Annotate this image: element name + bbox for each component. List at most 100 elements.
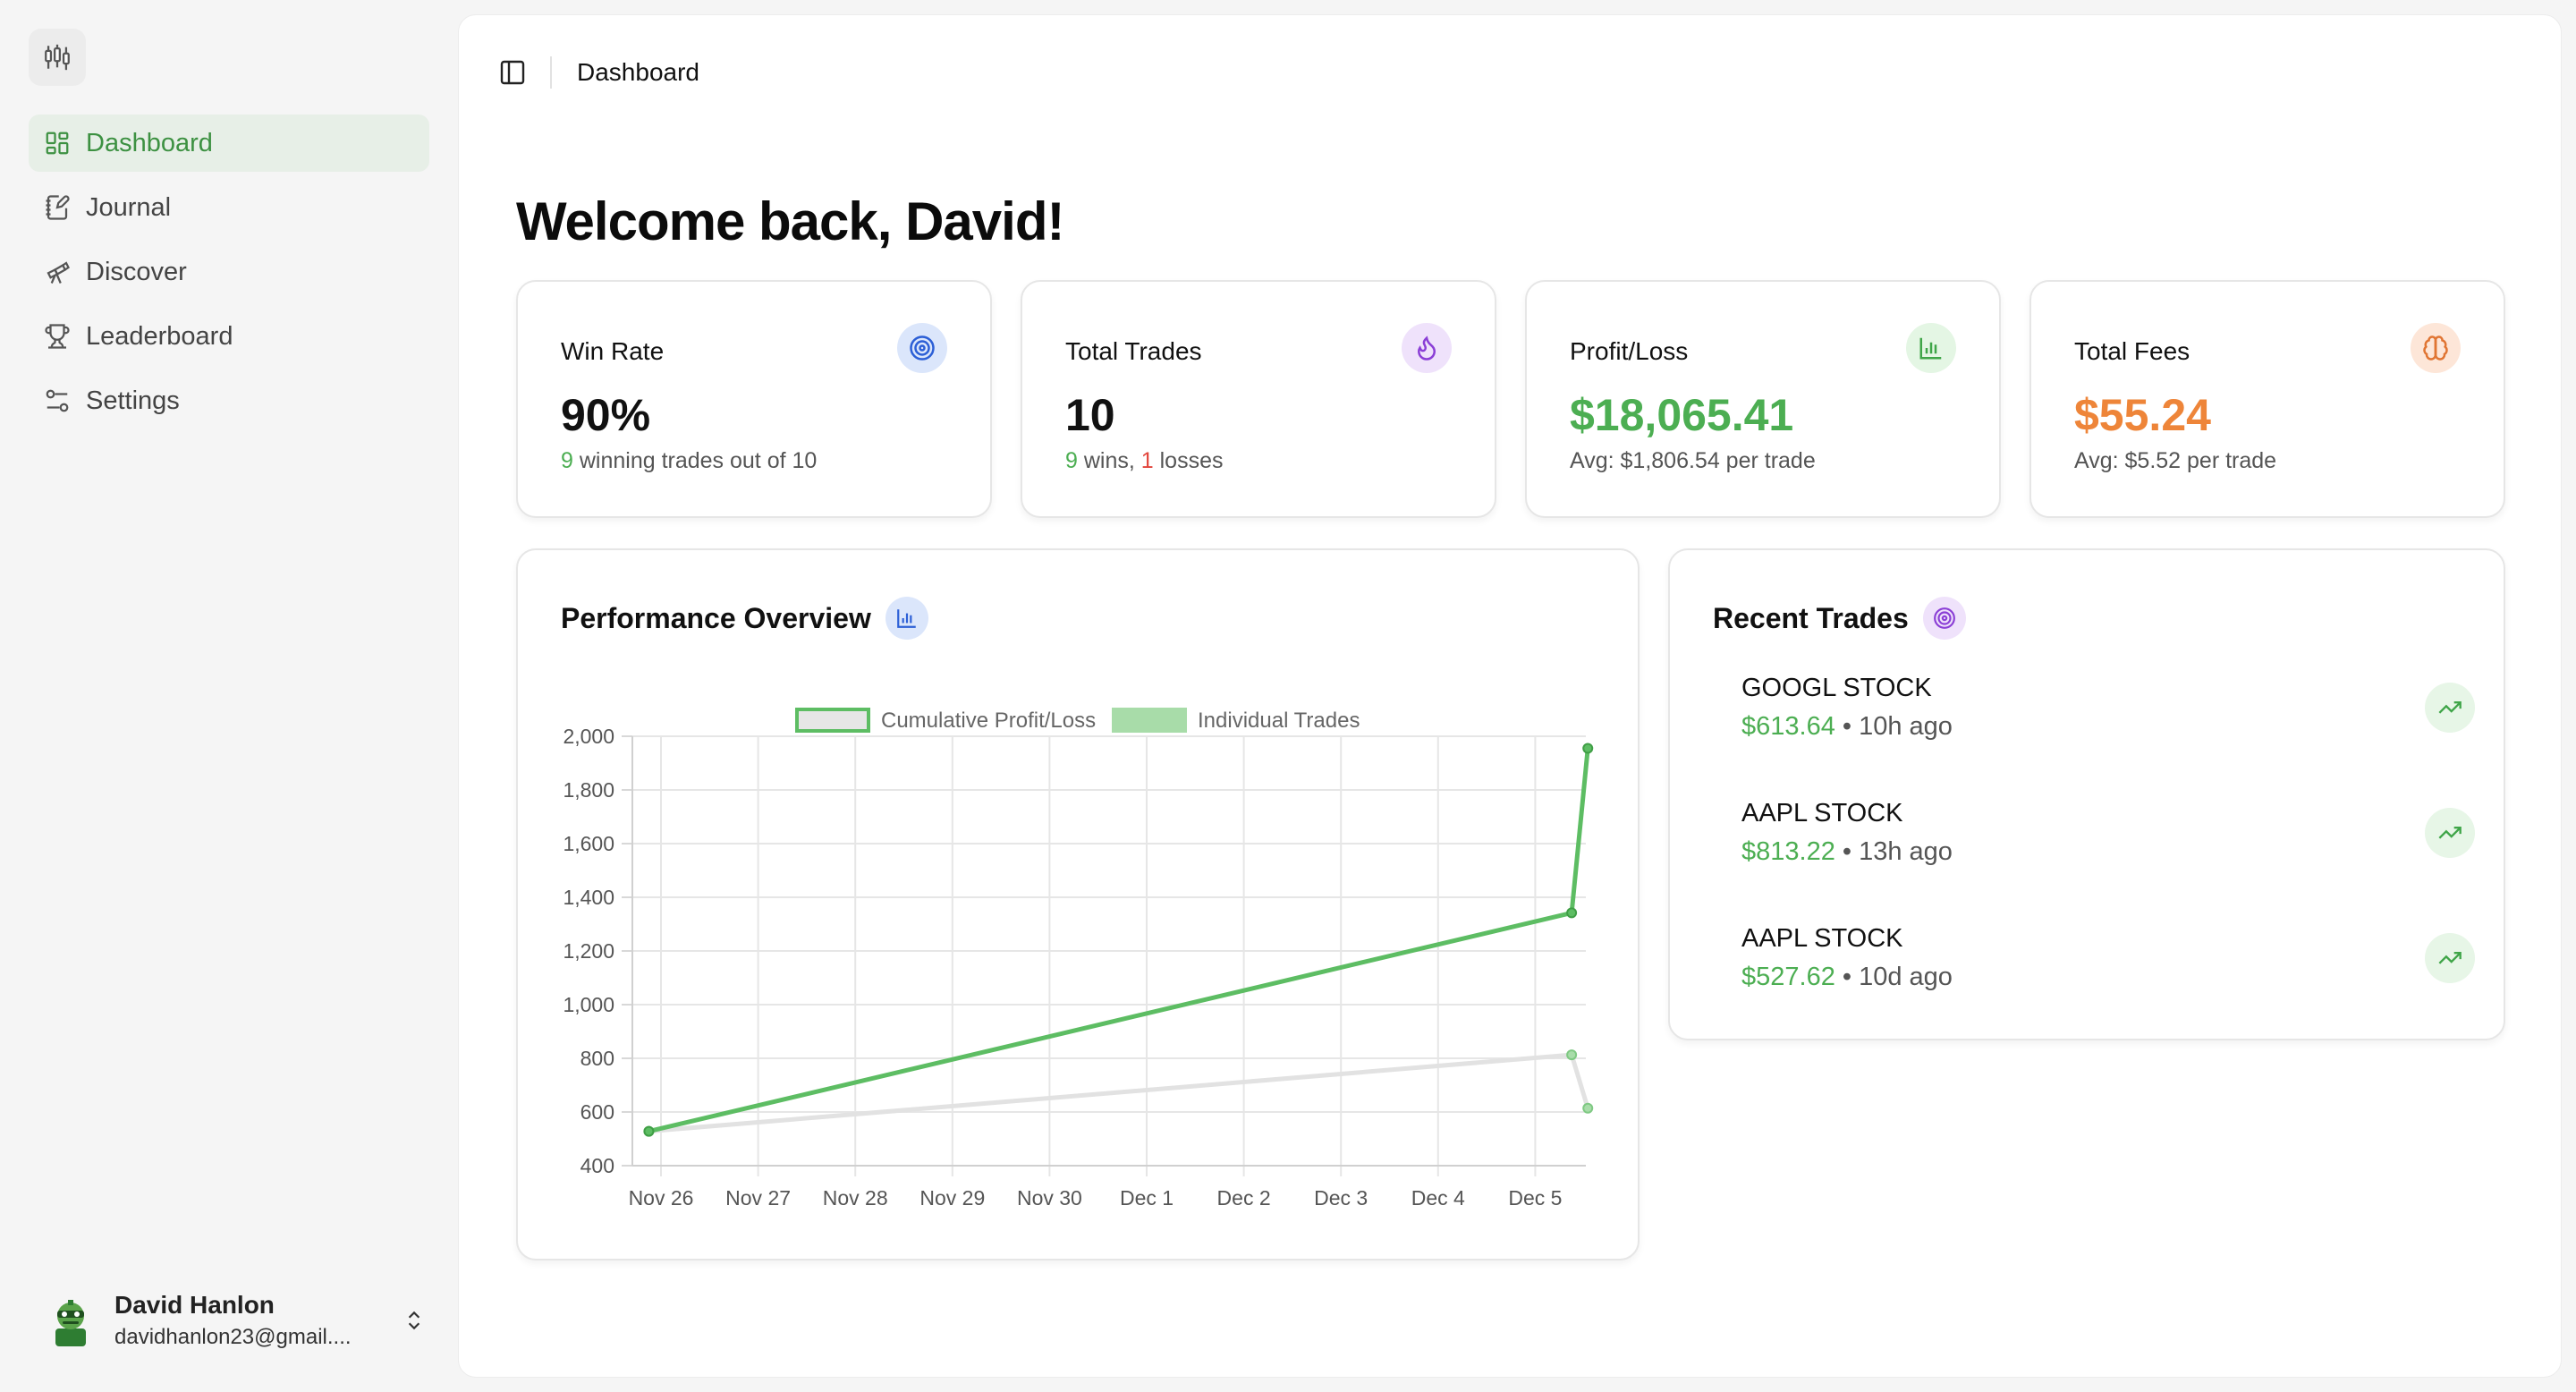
trade-symbol: AAPL STOCK <box>1741 799 1903 828</box>
y-tick-label: 600 <box>580 1100 614 1124</box>
user-name: David Hanlon <box>114 1291 275 1319</box>
trophy-icon <box>43 322 72 351</box>
sidebar-item-label: Journal <box>86 192 172 222</box>
wins-text: wins, <box>1077 448 1141 473</box>
sidebar-item-settings[interactable]: Settings <box>29 372 429 429</box>
trade-symbol: GOOGL STOCK <box>1741 674 1932 702</box>
data-point-individual <box>1582 1102 1594 1114</box>
trending-up-icon <box>2425 933 2475 983</box>
x-tick-label: Nov 27 <box>725 1186 791 1210</box>
panel-title: Performance Overview <box>561 597 928 640</box>
user-menu[interactable]: David Hanlon davidhanlon23@gmail.... <box>43 1285 428 1356</box>
panel-title: Recent Trades <box>1713 597 1966 640</box>
stat-label: Profit/Loss <box>1570 337 1689 365</box>
sidebar-item-label: Dashboard <box>86 128 213 157</box>
x-tick-label: Dec 3 <box>1314 1186 1368 1210</box>
y-tick-label: 800 <box>580 1047 614 1070</box>
flame-icon <box>1402 323 1452 373</box>
trade-meta: $527.62 • 10d ago <box>1741 963 2475 992</box>
legend-swatch <box>795 708 870 733</box>
trade-time: • 10h ago <box>1835 712 1953 741</box>
stat-label: Win Rate <box>561 337 665 365</box>
bar-chart-icon <box>885 597 928 640</box>
candlestick-icon <box>45 44 70 71</box>
stat-value: 90% <box>561 390 651 440</box>
y-tick-label: 2,000 <box>563 725 614 748</box>
stat-label: Total Fees <box>2074 337 2190 365</box>
main-panel: Dashboard Welcome back, David! Win Rate … <box>458 14 2562 1378</box>
wins-count: 9 <box>1065 448 1078 473</box>
win-rate-desc: winning trades out of 10 <box>572 448 818 473</box>
performance-title: Performance Overview <box>561 601 871 634</box>
panel-left-icon <box>500 60 525 85</box>
layout-dashboard-icon <box>43 129 72 157</box>
brain-icon <box>2411 323 2461 373</box>
target-icon <box>1922 597 1966 640</box>
chevrons-up-down-icon[interactable] <box>401 1303 428 1338</box>
notebook-pen-icon <box>43 193 72 222</box>
bar-chart-icon <box>1906 323 1956 373</box>
x-tick-label: Nov 28 <box>823 1186 888 1210</box>
trending-up-icon <box>2425 683 2475 733</box>
trade-amount: $527.62 <box>1741 963 1835 991</box>
sidebar-item-dashboard[interactable]: Dashboard <box>29 115 429 172</box>
stat-subtext: 9 winning trades out of 10 <box>561 448 817 474</box>
performance-card: Performance Overview 2,000 1,800 1,600 1,40… <box>516 548 1640 1260</box>
losses-text: losses <box>1153 448 1224 473</box>
stat-card-profit-loss: Profit/Loss $18,065.41 Avg: $1,806.54 pe… <box>1525 280 2001 518</box>
x-tick-label: Nov 30 <box>1017 1186 1082 1210</box>
sidebar-item-leaderboard[interactable]: Leaderboard <box>29 308 429 365</box>
x-tick-label: Dec 2 <box>1217 1186 1271 1210</box>
stat-card-total-fees: Total Fees $55.24 Avg: $5.52 per trade <box>2029 280 2505 518</box>
sidebar-nav: Dashboard Journal Discover Leaderboard S… <box>29 115 429 437</box>
stat-value: 10 <box>1065 390 1115 440</box>
x-tick-label: Dec 4 <box>1411 1186 1465 1210</box>
trending-up-icon <box>2425 808 2475 858</box>
recent-trades-title: Recent Trades <box>1713 601 1909 634</box>
y-tick-label: 1,000 <box>563 993 614 1016</box>
stat-subtext: 9 wins, 1 losses <box>1065 448 1223 474</box>
y-tick-label: 1,600 <box>563 832 614 855</box>
page-title: Welcome back, David! <box>516 191 1064 251</box>
losses-count: 1 <box>1140 448 1154 473</box>
trade-meta: $813.22 • 13h ago <box>1741 837 2475 867</box>
app-logo[interactable] <box>29 29 86 86</box>
sidebar-item-discover[interactable]: Discover <box>29 243 429 301</box>
stat-subtext: Avg: $1,806.54 per trade <box>1570 448 1816 473</box>
legend-swatch <box>1112 708 1187 733</box>
trade-item[interactable]: GOOGL STOCK $613.64 • 10h ago <box>1741 674 2475 763</box>
stat-label: Total Trades <box>1065 337 1202 365</box>
stat-value: $55.24 <box>2074 390 2211 440</box>
legend-label: Cumulative Profit/Loss <box>881 709 1096 733</box>
trade-time: • 10d ago <box>1835 963 1953 991</box>
topbar: Dashboard <box>491 51 699 94</box>
x-tick-label: Dec 5 <box>1508 1186 1562 1210</box>
data-point-cumulative <box>1566 907 1578 919</box>
target-icon <box>897 323 947 373</box>
stat-card-win-rate: Win Rate 90% 9 winning trades out of 10 <box>516 280 992 518</box>
trade-amount: $813.22 <box>1741 837 1835 866</box>
stat-value: $18,065.41 <box>1570 390 1794 440</box>
trade-item[interactable]: AAPL STOCK $813.22 • 13h ago <box>1741 799 2475 888</box>
series-line-cumulative <box>648 748 1590 1134</box>
trade-item[interactable]: AAPL STOCK $527.62 • 10d ago <box>1741 924 2475 1014</box>
sidebar-item-label: Settings <box>86 386 180 415</box>
data-point-individual <box>1566 1049 1578 1061</box>
trade-symbol: AAPL STOCK <box>1741 924 1903 953</box>
sliders-icon <box>43 386 72 415</box>
legend-label: Individual Trades <box>1198 709 1360 733</box>
x-tick-label: Nov 26 <box>629 1186 694 1210</box>
sidebar-toggle-button[interactable] <box>491 51 534 94</box>
performance-chart: 2,000 1,800 1,600 1,400 1,200 1,000 800 600 400 N… <box>563 708 1594 1210</box>
sidebar-item-journal[interactable]: Journal <box>29 179 429 236</box>
sidebar-item-label: Leaderboard <box>86 321 233 351</box>
avatar <box>43 1293 98 1348</box>
stat-subtext: Avg: $5.52 per trade <box>2074 448 2277 473</box>
breadcrumb: Dashboard <box>577 58 699 86</box>
y-tick-label: 1,400 <box>563 886 614 909</box>
trade-amount: $613.64 <box>1741 712 1835 741</box>
sidebar-item-label: Discover <box>86 257 187 286</box>
data-point-cumulative <box>643 1125 655 1137</box>
win-count: 9 <box>561 448 573 473</box>
y-tick-label: 400 <box>580 1154 614 1177</box>
